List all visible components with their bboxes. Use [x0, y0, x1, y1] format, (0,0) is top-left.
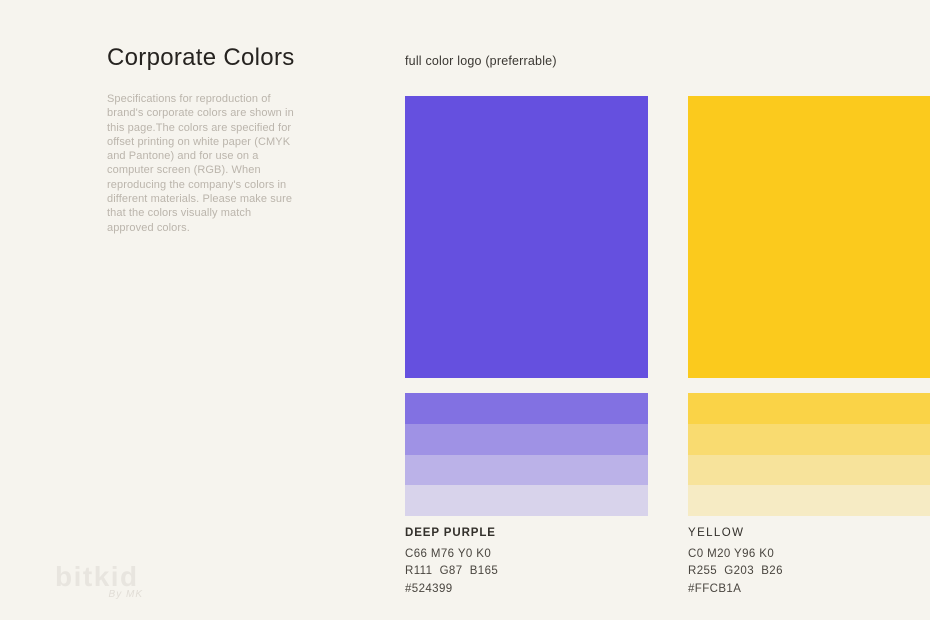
yellow-info: YELLOW C0 M20 Y96 K0 R255 G203 B26 #FFCB…: [688, 527, 783, 598]
cmyk-value: C0 M20 Y96 K0: [688, 548, 775, 560]
color-name: DEEP PURPLE: [405, 527, 496, 539]
hex-value: #FFCB1A: [688, 582, 742, 595]
yellow-tint-stack: [688, 393, 930, 516]
color-column-deep-purple: DEEP PURPLE C66 M76 Y0 K0 R111 G87 B165 …: [405, 96, 648, 595]
watermark-brand-logo: bitkid: [55, 561, 139, 592]
rgb-value: R111 G87 B165: [405, 565, 499, 578]
yellow-tint-60: [688, 423, 930, 455]
deep-purple-info: DEEP PURPLE C66 M76 Y0 K0 R111 G87 B165 …: [405, 527, 498, 598]
yellow-swatch: [688, 96, 930, 378]
section-label: full color logo (preferrable): [405, 54, 557, 68]
deep-purple-tint-stack: [405, 393, 648, 516]
cmyk-value: C66 M76 Y0 K0: [405, 548, 492, 560]
deep-purple-tint-80: [405, 393, 648, 424]
deep-purple-tint-60: [405, 423, 648, 455]
deep-purple-tint-40: [405, 454, 648, 486]
deep-purple-tint-20: [405, 485, 648, 516]
watermark-byline: By MK: [108, 589, 143, 600]
page-description: Specifications for reproduction of brand…: [107, 93, 294, 234]
rgb-value: R255 G203 B26: [688, 565, 783, 578]
color-name: YELLOW: [688, 527, 745, 539]
watermark: bitkid By MK: [55, 561, 175, 601]
color-column-yellow: YELLOW C0 M20 Y96 K0 R255 G203 B26 #FFCB…: [688, 96, 930, 595]
deep-purple-swatch: [405, 96, 648, 378]
yellow-tint-80: [688, 393, 930, 424]
yellow-tint-40: [688, 454, 930, 486]
page-title: Corporate Colors: [107, 44, 295, 71]
hex-value: #524399: [405, 582, 453, 595]
yellow-tint-20: [688, 485, 930, 516]
